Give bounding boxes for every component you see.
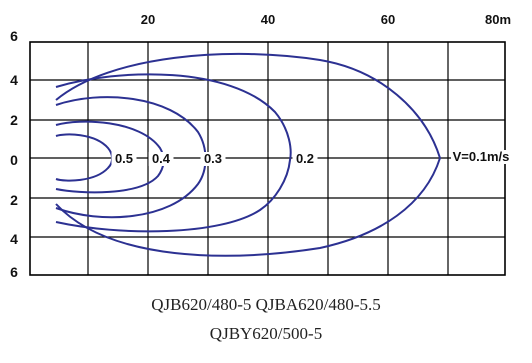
curve-label-background — [292, 152, 318, 166]
y-tick-label: 4 — [10, 72, 18, 88]
velocity-contour-label: 0.4 — [152, 151, 171, 166]
model-names-line-2: QJBY620/500-5 — [209, 324, 323, 343]
y-tick-label: 0 — [10, 152, 18, 168]
velocity-contours: 0.5 0.4 0.3 0.2 V=0.1m/s — [55, 52, 511, 257]
velocity-contour-curve — [55, 73, 292, 233]
curve-label-background — [148, 152, 174, 166]
curve-label-background — [200, 152, 226, 166]
curve-label-background — [111, 152, 137, 166]
y-tick-label: 2 — [10, 112, 18, 128]
model-names-line-1: QJB620/480-5 QJBA620/480-5.5 — [151, 295, 381, 314]
x-tick-label: 60 — [381, 12, 395, 27]
x-tick-label: 20 — [141, 12, 155, 27]
x-tick-label: 40 — [261, 12, 275, 27]
curve-label-background — [451, 150, 511, 164]
velocity-contour-curve — [55, 52, 442, 257]
velocity-contour-label: V=0.1m/s — [453, 149, 510, 164]
x-tick-label: 80m — [485, 12, 511, 27]
grid — [29, 41, 506, 276]
y-tick-label: 6 — [10, 264, 18, 280]
y-tick-label: 4 — [10, 231, 18, 247]
velocity-contour-label: 0.3 — [204, 151, 222, 166]
velocity-contour-label: 0.2 — [296, 151, 314, 166]
y-tick-label: 2 — [10, 192, 18, 208]
y-tick-label: 6 — [10, 28, 18, 44]
velocity-contour-label: 0.5 — [115, 151, 133, 166]
